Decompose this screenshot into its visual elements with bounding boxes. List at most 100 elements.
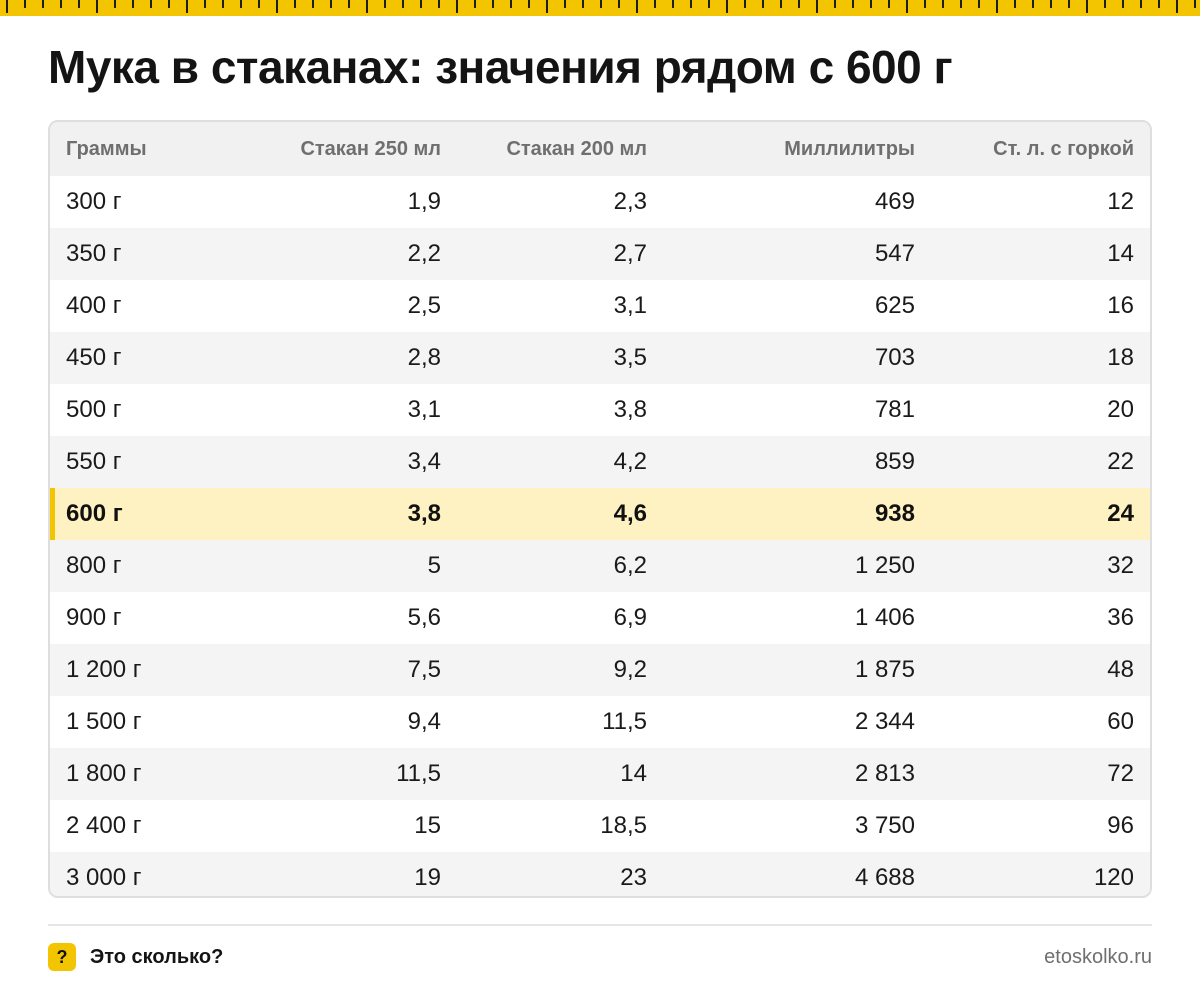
table-header: Граммы Стакан 250 мл Стакан 200 мл Милли… bbox=[50, 122, 1150, 176]
cell-milliliters: 938 bbox=[874, 500, 915, 527]
conversion-table: Граммы Стакан 250 мл Стакан 200 мл Милли… bbox=[50, 122, 1150, 896]
cell-cup-200: 6,9 bbox=[613, 604, 647, 631]
cell-cup-250: 2,5 bbox=[407, 292, 441, 319]
cell-milliliters: 2 344 bbox=[854, 708, 915, 735]
table-row: 400 г 2,5 3,1 625 16 bbox=[50, 280, 1150, 332]
question-mark-icon: ? bbox=[48, 943, 76, 971]
cell-milliliters: 625 bbox=[874, 292, 915, 319]
cell-tablespoons: 16 bbox=[1107, 292, 1134, 319]
column-header-milliliters: Миллилитры bbox=[784, 137, 915, 160]
cell-cup-200: 3,8 bbox=[613, 396, 647, 423]
cell-cup-200: 2,7 bbox=[613, 240, 647, 267]
cell-tablespoons: 72 bbox=[1107, 760, 1134, 787]
table-row: 550 г 3,4 4,2 859 22 bbox=[50, 436, 1150, 488]
table-row: 350 г 2,2 2,7 547 14 bbox=[50, 228, 1150, 280]
ruler-decoration bbox=[0, 0, 1200, 16]
cell-cup-250: 9,4 bbox=[407, 708, 441, 735]
brand-name: Это сколько? bbox=[90, 945, 224, 968]
cell-grams: 1 500 г bbox=[66, 708, 142, 735]
cell-tablespoons: 96 bbox=[1107, 812, 1134, 839]
table-row: 1 800 г 11,5 14 2 813 72 bbox=[50, 748, 1150, 800]
cell-cup-250: 3,1 bbox=[407, 396, 441, 423]
cell-grams: 600 г bbox=[50, 488, 260, 540]
cell-cup-200: 23 bbox=[620, 864, 647, 891]
cell-milliliters: 781 bbox=[874, 396, 915, 423]
table-row: 3 000 г 19 23 4 688 120 bbox=[50, 852, 1150, 896]
cell-cup-250: 2,8 bbox=[407, 344, 441, 371]
cell-cup-250: 7,5 bbox=[407, 656, 441, 683]
cell-tablespoons: 18 bbox=[1107, 344, 1134, 371]
table-row: 1 200 г 7,5 9,2 1 875 48 bbox=[50, 644, 1150, 696]
table-body: 300 г 1,9 2,3 469 12 350 г 2,2 2,7 547 14 400 г 2,5… bbox=[50, 176, 1150, 896]
site-url: etoskolko.ru bbox=[1044, 945, 1152, 968]
table-row: 300 г 1,9 2,3 469 12 bbox=[50, 176, 1150, 228]
cell-cup-200: 2,3 bbox=[613, 188, 647, 215]
footer-divider bbox=[48, 924, 1152, 926]
cell-milliliters: 3 750 bbox=[854, 812, 915, 839]
cell-grams: 450 г bbox=[66, 344, 122, 371]
cell-cup-250: 2,2 bbox=[407, 240, 441, 267]
cell-milliliters: 2 813 bbox=[854, 760, 915, 787]
footer: ? Это сколько? etoskolko.ru bbox=[48, 940, 1152, 974]
cell-cup-200: 18,5 bbox=[600, 812, 647, 839]
cell-cup-200: 4,6 bbox=[613, 500, 647, 527]
cell-tablespoons: 20 bbox=[1107, 396, 1134, 423]
cell-milliliters: 1 250 bbox=[854, 552, 915, 579]
column-header-cup-200: Стакан 200 мл bbox=[506, 137, 647, 160]
cell-milliliters: 4 688 bbox=[854, 864, 915, 891]
cell-cup-200: 3,1 bbox=[613, 292, 647, 319]
cell-grams: 350 г bbox=[66, 240, 122, 267]
cell-tablespoons: 32 bbox=[1107, 552, 1134, 579]
cell-cup-250: 3,8 bbox=[407, 500, 441, 527]
cell-cup-250: 11,5 bbox=[396, 760, 441, 787]
column-header-cup-250: Стакан 250 мл bbox=[300, 137, 441, 160]
cell-grams: 2 400 г bbox=[66, 812, 142, 839]
cell-grams: 300 г bbox=[66, 188, 122, 215]
cell-grams: 900 г bbox=[66, 604, 122, 631]
cell-grams: 400 г bbox=[66, 292, 122, 319]
cell-milliliters: 469 bbox=[874, 188, 915, 215]
cell-tablespoons: 48 bbox=[1107, 656, 1134, 683]
page-title: Мука в стаканах: значения рядом с 600 г bbox=[48, 41, 953, 93]
table-row: 2 400 г 15 18,5 3 750 96 bbox=[50, 800, 1150, 852]
cell-milliliters: 703 bbox=[874, 344, 915, 371]
cell-tablespoons: 120 bbox=[1093, 864, 1134, 891]
cell-cup-200: 11,5 bbox=[602, 708, 647, 735]
cell-cup-200: 9,2 bbox=[613, 656, 647, 683]
cell-grams: 550 г bbox=[66, 448, 122, 475]
cell-milliliters: 859 bbox=[874, 448, 915, 475]
cell-milliliters: 1 406 bbox=[854, 604, 915, 631]
cell-tablespoons: 14 bbox=[1107, 240, 1134, 267]
column-header-tablespoons: Ст. л. с горкой bbox=[993, 137, 1134, 160]
cell-grams: 1 200 г bbox=[66, 656, 142, 683]
cell-grams: 3 000 г bbox=[66, 864, 142, 891]
cell-cup-250: 15 bbox=[414, 812, 441, 839]
cell-cup-200: 4,2 bbox=[613, 448, 647, 475]
table-row: 1 500 г 9,4 11,5 2 344 60 bbox=[50, 696, 1150, 748]
table-row: 450 г 2,8 3,5 703 18 bbox=[50, 332, 1150, 384]
cell-tablespoons: 24 bbox=[1107, 500, 1134, 527]
cell-cup-200: 6,2 bbox=[613, 552, 647, 579]
conversion-table-card: Граммы Стакан 250 мл Стакан 200 мл Милли… bbox=[48, 120, 1152, 898]
cell-cup-200: 3,5 bbox=[613, 344, 647, 371]
cell-cup-250: 1,9 bbox=[407, 188, 441, 215]
table-header-row: Граммы Стакан 250 мл Стакан 200 мл Милли… bbox=[50, 122, 1150, 176]
cell-milliliters: 1 875 bbox=[854, 656, 915, 683]
table-row: 500 г 3,1 3,8 781 20 bbox=[50, 384, 1150, 436]
cell-cup-250: 3,4 bbox=[407, 448, 441, 475]
cell-grams: 500 г bbox=[66, 396, 122, 423]
cell-cup-200: 14 bbox=[620, 760, 647, 787]
brand: ? Это сколько? bbox=[48, 943, 223, 971]
cell-grams: 800 г bbox=[66, 552, 122, 579]
cell-milliliters: 547 bbox=[874, 240, 915, 267]
table-row-highlighted: 600 г 3,8 4,6 938 24 bbox=[50, 488, 1150, 540]
table-row: 900 г 5,6 6,9 1 406 36 bbox=[50, 592, 1150, 644]
cell-tablespoons: 12 bbox=[1107, 188, 1134, 215]
cell-tablespoons: 22 bbox=[1107, 448, 1134, 475]
cell-cup-250: 19 bbox=[414, 864, 441, 891]
cell-cup-250: 5 bbox=[427, 552, 441, 579]
table-row: 800 г 5 6,2 1 250 32 bbox=[50, 540, 1150, 592]
cell-cup-250: 5,6 bbox=[407, 604, 441, 631]
cell-tablespoons: 60 bbox=[1107, 708, 1134, 735]
cell-grams: 1 800 г bbox=[66, 760, 142, 787]
